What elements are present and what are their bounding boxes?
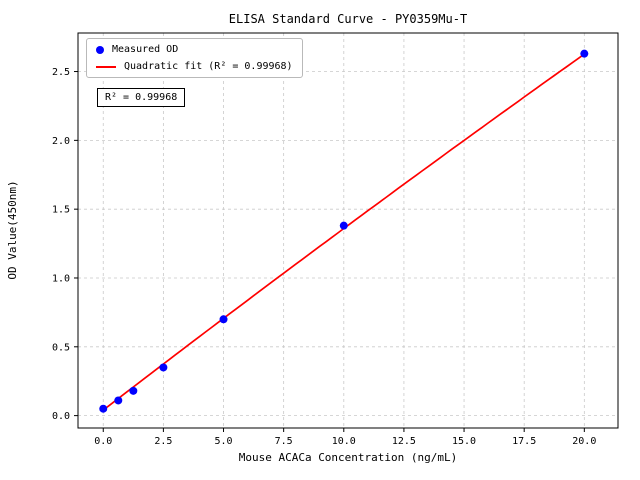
legend: Measured OD Quadratic fit (R² = 0.99968) [86, 38, 303, 78]
y-tick-label: 2.0 [52, 136, 70, 147]
legend-item-quadratic-fit: Quadratic fit (R² = 0.99968) [96, 61, 293, 72]
x-tick-label: 2.5 [154, 436, 172, 447]
x-tick-label: 12.5 [392, 436, 416, 447]
plot-frame [77, 32, 619, 429]
legend-label-measured-od: Measured OD [112, 44, 179, 55]
legend-item-measured-od: Measured OD [96, 44, 293, 55]
y-tick-label: 2.5 [52, 67, 70, 78]
legend-marker-line-icon [96, 65, 116, 68]
x-tick-label: 10.0 [332, 436, 356, 447]
x-tick-label: 0.0 [94, 436, 112, 447]
x-axis-label: Mouse ACACa Concentration (ng/mL) [239, 451, 458, 464]
x-tick-label: 15.0 [452, 436, 476, 447]
x-tick-label: 7.5 [275, 436, 293, 447]
y-tick-label: 1.5 [52, 205, 70, 216]
y-axis-label: OD Value(450nm) [6, 180, 19, 279]
scatter-point [219, 315, 228, 324]
scatter-point [129, 386, 138, 395]
scatter-point [99, 404, 108, 413]
scatter-point [114, 396, 123, 405]
x-tick-label: 17.5 [512, 436, 536, 447]
x-tick-label: 5.0 [214, 436, 232, 447]
legend-marker-dot-icon [96, 45, 104, 54]
y-tick-label: 0.5 [52, 342, 70, 353]
scatter-point [339, 221, 348, 230]
scatter-point [159, 363, 168, 372]
y-tick-label: 1.0 [52, 273, 70, 284]
y-tick-label: 0.0 [52, 411, 70, 422]
legend-label-quadratic-fit: Quadratic fit (R² = 0.99968) [124, 61, 293, 72]
scatter-point [580, 49, 589, 58]
chart-title: ELISA Standard Curve - PY0359Mu-T [229, 12, 467, 26]
r-squared-annotation: R² = 0.99968 [97, 88, 186, 107]
x-tick-label: 20.0 [572, 436, 596, 447]
